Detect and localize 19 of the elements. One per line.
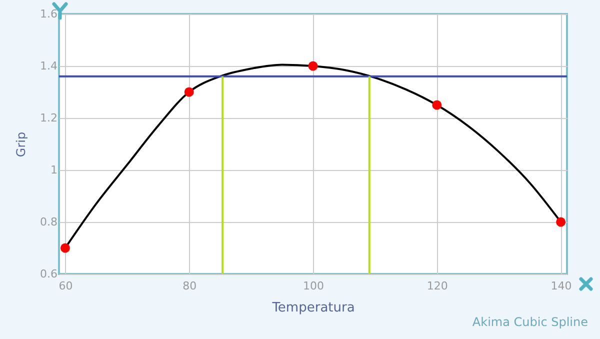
y-tick-label: 1.2	[40, 112, 58, 124]
y-tick-label: 1.4	[40, 60, 58, 72]
point	[60, 243, 70, 253]
text: Akima Cubic Spline	[472, 315, 588, 329]
x-tick-label: 60	[58, 280, 73, 292]
y-tick-label: 0.8	[40, 216, 58, 228]
y-tick-label: 1	[50, 164, 58, 176]
y-tick-label: 1.6	[40, 8, 58, 20]
y-axis-title: Grip	[14, 132, 28, 158]
point	[184, 87, 194, 97]
point	[308, 61, 318, 71]
x-tick-label: 140	[550, 280, 572, 292]
x-tick-label: 120	[426, 280, 448, 292]
x-tick-label: 80	[182, 280, 197, 292]
x-tick-label: 100	[303, 280, 324, 292]
point	[432, 100, 442, 110]
point	[556, 217, 566, 227]
x-axis-title: Temperatura	[271, 300, 355, 316]
y-tick-label: 0.6	[40, 268, 58, 280]
